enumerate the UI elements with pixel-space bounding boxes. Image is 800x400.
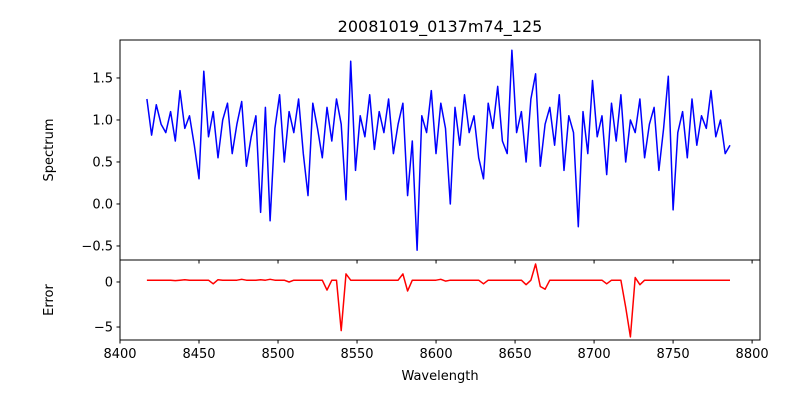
x-axis-label: Wavelength — [401, 369, 478, 384]
error-ytick-label: 0 — [105, 275, 113, 290]
error-series-line — [146, 263, 730, 338]
error-xtick-label: 8400 — [103, 347, 136, 362]
error-ytick-label: −5 — [94, 321, 113, 336]
error-xtick-label: 8550 — [340, 347, 373, 362]
spectrum-ytick-label: 0.5 — [92, 155, 113, 170]
error-ylabel: Error — [42, 284, 57, 316]
error-xtick-label: 8650 — [499, 347, 532, 362]
spectrum-axes-frame — [119, 39, 761, 261]
error-axes-frame — [119, 259, 761, 341]
spectrum-series-line — [146, 49, 731, 251]
spectrum-ylabel: Spectrum — [42, 119, 57, 182]
spectrum-ytick-label: 0.0 — [92, 197, 113, 212]
spectrum-ytick-label: −0.5 — [81, 239, 113, 254]
chart-title: 20081019_0137m74_125 — [338, 17, 543, 37]
spectrum-ytick-label: 1.5 — [92, 71, 113, 86]
spectrum-ytick-label: 1.0 — [92, 113, 113, 128]
error-xtick-label: 8600 — [420, 347, 453, 362]
error-xtick-label: 8700 — [578, 347, 611, 362]
error-xtick-label: 8800 — [736, 347, 769, 362]
error-xtick-label: 8500 — [261, 347, 294, 362]
error-xtick-label: 8450 — [182, 347, 215, 362]
error-xtick-label: 8750 — [657, 347, 690, 362]
